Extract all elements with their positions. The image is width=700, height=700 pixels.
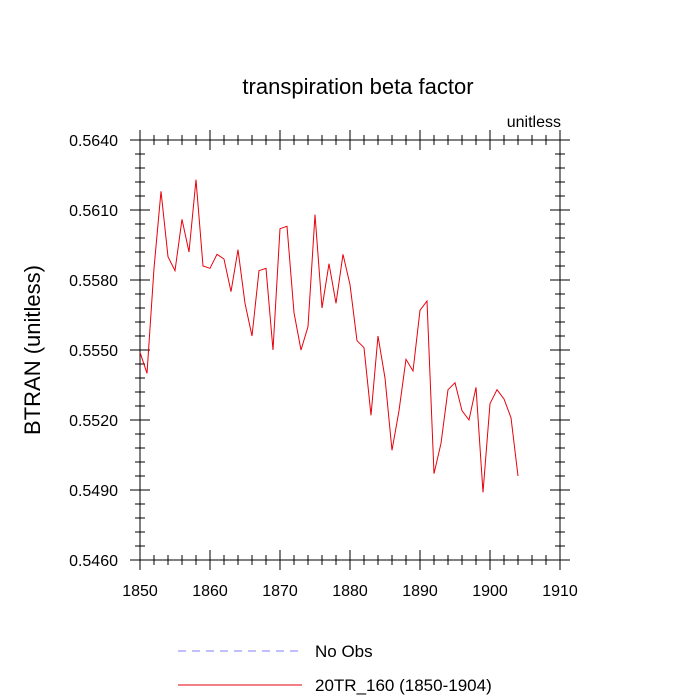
y-tick-label: 0.5520 [69,413,118,430]
y-tick-label: 0.5490 [69,483,118,500]
x-tick-label: 1900 [472,583,508,600]
x-tick-label: 1880 [332,583,368,600]
y-tick-label: 0.5580 [69,273,118,290]
legend-label: No Obs [315,642,373,661]
chart-title: transpiration beta factor [242,74,473,99]
legend: No Obs 20TR_160 (1850-1904) [178,642,492,695]
x-tick-label: 1910 [542,583,578,600]
plot-frame [139,139,561,561]
legend-label: 20TR_160 (1850-1904) [315,676,492,695]
x-tick-label: 1870 [262,583,298,600]
x-tick-label: 1890 [402,583,438,600]
x-tick-label: 1860 [192,583,228,600]
axis-ticks [130,130,570,570]
y-tick-label: 0.5640 [69,133,118,150]
x-tick-labels: 1850 1860 1870 1880 1890 1900 1910 [122,583,578,600]
y-tick-label: 0.5550 [69,343,118,360]
series-group [139,179,519,493]
y-tick-label: 0.5460 [69,553,118,570]
y-tick-label: 0.5610 [69,203,118,220]
y-axis-label: BTRAN (unitless) [20,265,45,435]
units-label: unitless [507,114,561,131]
y-tick-labels: 0.5460 0.5490 0.5520 0.5550 0.5580 0.5610 0.56… [69,133,118,570]
series-line [139,179,519,493]
x-tick-label: 1850 [122,583,158,600]
